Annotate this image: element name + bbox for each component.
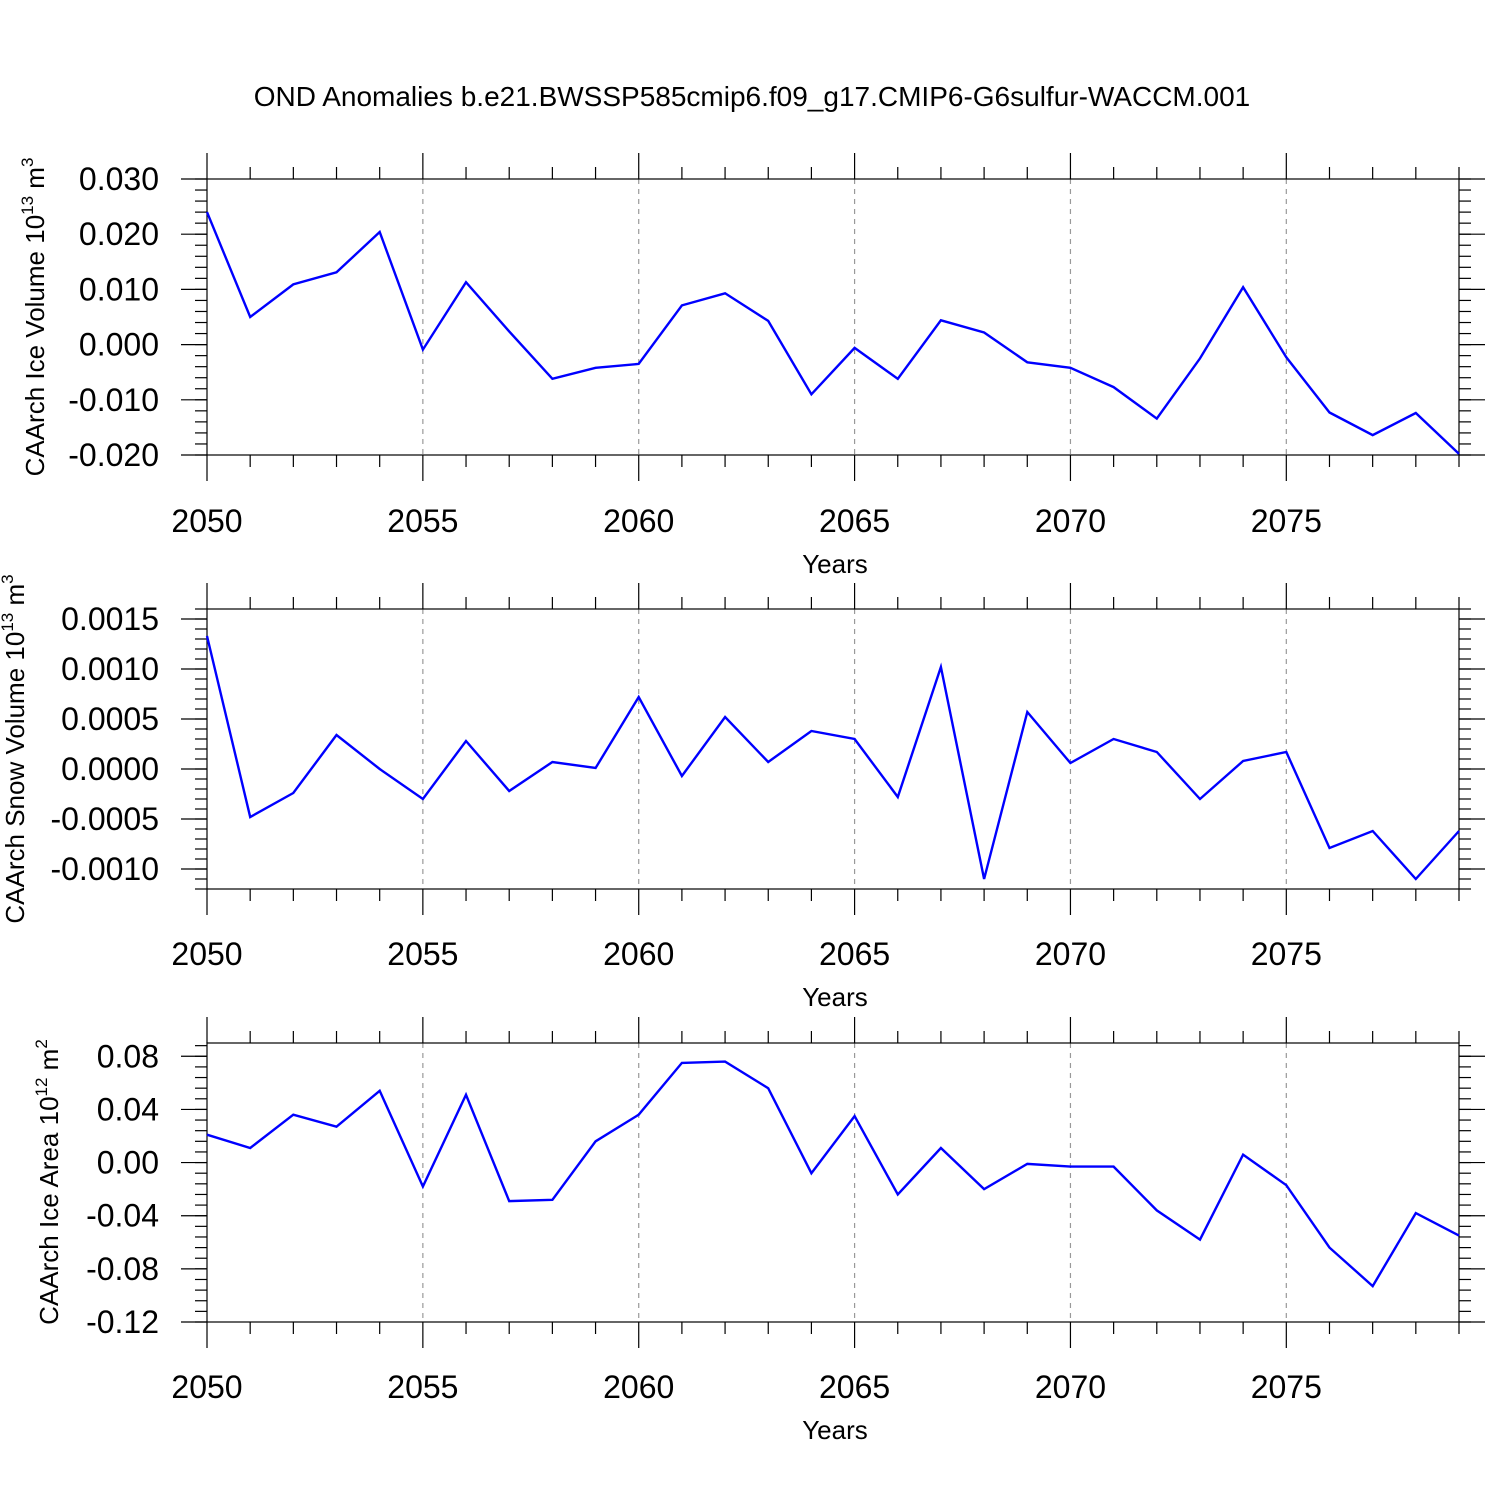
y-axis-title-unit-exp: 3 <box>18 158 37 167</box>
y-axis-title-exp: 13 <box>0 613 17 632</box>
y-tick-label: 0.0005 <box>61 701 159 737</box>
plot-frame <box>206 178 1460 456</box>
chart-panel-3: 2050 2055 2060 2065 2070 2075 Years -0.12 -0.08 -… <box>32 1017 1485 1445</box>
y-tick-label: -0.010 <box>68 382 159 418</box>
chart-panel-1: 2050 2055 2060 2065 2070 2075 Years -0.020 -0.01… <box>18 153 1485 579</box>
y-axis-title-exp: 13 <box>18 196 37 215</box>
plot-frame <box>206 608 1460 890</box>
x-tick-label: 2075 <box>1251 936 1322 972</box>
series-line <box>205 635 1460 881</box>
x-tick-label: 2060 <box>603 503 674 539</box>
x-tick-label: 2060 <box>603 936 674 972</box>
x-tick-label: 2050 <box>171 1369 242 1405</box>
x-axis-title: Years <box>802 1415 868 1445</box>
x-tick-label: 2055 <box>387 936 458 972</box>
series-line <box>206 1060 1460 1288</box>
y-axis-title-prefix: CAArch Ice Volume 10 <box>20 215 50 477</box>
y-tick-label: -0.12 <box>86 1304 159 1340</box>
y-tick-label: 0.000 <box>79 327 159 363</box>
y-tick-label: -0.08 <box>86 1251 159 1287</box>
panels: 2050 2055 2060 2065 2070 2075 Years -0.020 -0.01… <box>0 153 1485 1445</box>
x-tick-label: 2070 <box>1035 503 1106 539</box>
y-axis-title: CAArch Snow Volume 1013 m3 <box>0 574 30 923</box>
y-tick-label: 0.04 <box>97 1091 159 1127</box>
y-tick-label: -0.020 <box>68 437 159 473</box>
y-axis-title: CAArch Ice Volume 1013 m3 <box>18 158 50 477</box>
x-axis-title: Years <box>802 982 868 1012</box>
y-axis-title-prefix: CAArch Ice Area 10 <box>34 1096 64 1324</box>
chart-panel-2: 2050 2055 2060 2065 2070 2075 Years -0.0010 -0.0… <box>0 574 1485 1012</box>
x-tick-label: 2065 <box>819 503 890 539</box>
y-axis-title-unit: m <box>0 584 30 613</box>
y-tick-label: 0.00 <box>97 1145 159 1181</box>
y-axis-title-exp: 12 <box>32 1078 51 1097</box>
y-tick-label: 0.010 <box>79 271 159 307</box>
y-tick-label: -0.0005 <box>50 801 159 837</box>
x-tick-label: 2055 <box>387 1369 458 1405</box>
x-axis-title: Years <box>802 549 868 579</box>
y-tick-label: -0.0010 <box>50 851 159 887</box>
x-tick-label: 2065 <box>819 936 890 972</box>
y-axis-title: CAArch Ice Area 1012 m2 <box>32 1039 64 1325</box>
x-tick-label: 2050 <box>171 503 242 539</box>
x-tick-label: 2070 <box>1035 1369 1106 1405</box>
y-tick-label: -0.04 <box>86 1198 159 1234</box>
x-tick-label: 2075 <box>1251 503 1322 539</box>
y-tick-label: 0.020 <box>79 216 159 252</box>
x-tick-label: 2065 <box>819 1369 890 1405</box>
y-tick-label: 0.0010 <box>61 651 159 687</box>
x-tick-label: 2060 <box>603 1369 674 1405</box>
y-axis-title-unit-exp: 3 <box>0 574 17 583</box>
y-tick-label: 0.0000 <box>61 751 159 787</box>
y-tick-label: 0.030 <box>79 161 159 197</box>
x-tick-label: 2050 <box>171 936 242 972</box>
y-tick-label: 0.08 <box>97 1038 159 1074</box>
plot-frame <box>206 1042 1460 1323</box>
y-axis-title-prefix: CAArch Snow Volume 10 <box>0 632 30 924</box>
y-tick-label: 0.0015 <box>61 601 159 637</box>
y-axis-title-unit: m <box>20 167 50 196</box>
y-axis-title-unit: m <box>34 1049 64 1078</box>
x-tick-label: 2055 <box>387 503 458 539</box>
figure-title: OND Anomalies b.e21.BWSSP585cmip6.f09_g1… <box>254 81 1251 112</box>
x-tick-label: 2075 <box>1251 1369 1322 1405</box>
x-tick-label: 2070 <box>1035 936 1106 972</box>
y-axis-title-unit-exp: 2 <box>32 1039 51 1048</box>
series-line <box>205 211 1460 455</box>
